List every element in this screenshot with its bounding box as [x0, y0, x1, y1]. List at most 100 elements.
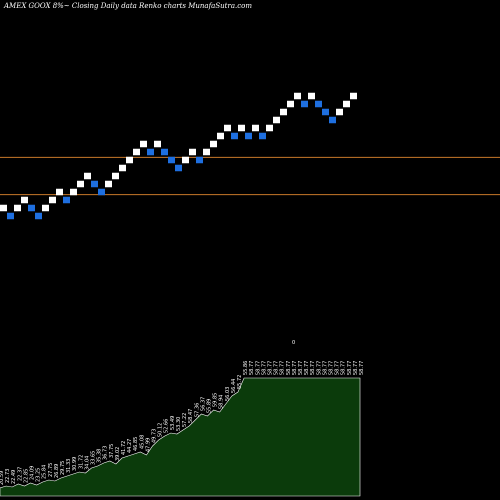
- renko-brick-down: [98, 188, 105, 196]
- volume-label: 39.02: [115, 447, 121, 461]
- volume-label: 56.03: [225, 387, 231, 401]
- volume-label: 58.77: [298, 361, 304, 375]
- volume-label: 26.89: [54, 464, 60, 478]
- renko-brick-down: [63, 196, 70, 204]
- renko-brick-up: [70, 188, 77, 196]
- volume-label: 58.47: [188, 409, 194, 423]
- renko-brick-up: [21, 196, 28, 204]
- renko-brick-down: [231, 132, 238, 140]
- renko-brick-up: [189, 148, 196, 156]
- volume-label: 41.72: [121, 441, 127, 455]
- renko-brick-up: [84, 172, 91, 180]
- volume-label: 25.84: [42, 465, 48, 479]
- renko-brick-down: [315, 100, 322, 108]
- volume-label: 30.99: [72, 457, 78, 471]
- volume-label: 58.77: [316, 361, 322, 375]
- volume-label: 58.77: [249, 361, 255, 375]
- renko-brick-up: [49, 196, 56, 204]
- volume-label: 27.75: [48, 463, 54, 477]
- renko-brick-up: [252, 124, 259, 132]
- renko-brick-down: [35, 212, 42, 220]
- volume-label: 58.77: [255, 361, 261, 375]
- renko-brick-down: [7, 212, 14, 220]
- volume-label: 45.08: [139, 435, 145, 449]
- volume-label: 53.49: [170, 416, 176, 430]
- volume-area: [0, 377, 361, 497]
- renko-brick-up: [182, 156, 189, 164]
- renko-brick-up: [224, 124, 231, 132]
- volume-label: 29.75: [60, 461, 66, 475]
- volume-label: 58.77: [267, 361, 273, 375]
- volume-label: 55.86: [243, 361, 249, 375]
- volume-label: 58.77: [341, 361, 347, 375]
- renko-brick-down: [301, 100, 308, 108]
- volume-label: 55.89: [206, 399, 212, 413]
- renko-brick-down: [329, 116, 336, 124]
- volume-label: 58.77: [261, 361, 267, 375]
- renko-brick-up: [203, 148, 210, 156]
- renko-brick-up: [336, 108, 343, 116]
- volume-label: 56.44: [231, 379, 237, 393]
- reference-lines: [0, 156, 500, 196]
- volume-label: 35.38: [97, 449, 103, 463]
- volume-label: 44.27: [127, 439, 133, 453]
- renko-brick-down: [28, 204, 35, 212]
- volume-label: 36.73: [103, 446, 109, 460]
- volume-label: 58.77: [286, 361, 292, 375]
- renko-brick-up: [56, 188, 63, 196]
- renko-brick-down: [168, 156, 175, 164]
- volume-label: 31.33: [66, 459, 72, 473]
- renko-brick-up: [273, 116, 280, 124]
- renko-brick-up: [42, 204, 49, 212]
- renko-brick-down: [175, 164, 182, 172]
- renko-brick-up: [140, 140, 147, 148]
- volume-label: 58.77: [292, 361, 298, 375]
- volume-label: 46.85: [133, 437, 139, 451]
- renko-brick-up: [287, 100, 294, 108]
- renko-brick-up: [350, 92, 357, 100]
- volume-label: 34.04: [84, 456, 90, 470]
- renko-brick-down: [147, 148, 154, 156]
- volume-label: 58.77: [359, 361, 365, 375]
- volume-label: 22.73: [5, 469, 11, 483]
- volume-label: 55.72: [237, 375, 243, 389]
- renko-brick-down: [161, 148, 168, 156]
- volume-label: 53.30: [176, 417, 182, 431]
- volume-label: 24.09: [30, 466, 36, 480]
- renko-brick-up: [14, 204, 21, 212]
- volume-label: 49.73: [152, 429, 158, 443]
- volume-label: 57.36: [194, 403, 200, 417]
- marker-label: 0: [292, 340, 295, 346]
- volume-label: 56.37: [200, 397, 206, 411]
- renko-brick-down: [322, 108, 329, 116]
- volume-label: 50.12: [158, 423, 164, 437]
- volume-label: 20.59: [0, 471, 5, 485]
- renko-brick-up: [77, 180, 84, 188]
- renko-brick-up: [308, 92, 315, 100]
- volume-label: 37.75: [109, 444, 115, 458]
- renko-brick-down: [196, 156, 203, 164]
- renko-brick-up: [0, 204, 7, 212]
- volume-area-path: [0, 377, 361, 497]
- renko-brick-up: [154, 140, 161, 148]
- volume-label: 52.66: [164, 419, 170, 433]
- volume-label: 58.77: [328, 361, 334, 375]
- volume-label: 58.94: [219, 395, 225, 409]
- renko-brick-up: [238, 124, 245, 132]
- renko-brick-up: [133, 148, 140, 156]
- volume-label: 31.72: [78, 455, 84, 469]
- renko-brick-up: [210, 140, 217, 148]
- volume-label: 58.77: [322, 361, 328, 375]
- volume-label: 23.25: [36, 468, 42, 482]
- renko-brick-up: [119, 164, 126, 172]
- renko-brick-up: [105, 180, 112, 188]
- renko-brick-down: [91, 180, 98, 188]
- volume-label: 47.99: [145, 438, 151, 452]
- volume-label: 33.65: [91, 451, 97, 465]
- renko-brick-up: [217, 132, 224, 140]
- volume-label: 58.77: [280, 361, 286, 375]
- volume-label: 22.49: [11, 470, 17, 484]
- renko-brick-up: [343, 100, 350, 108]
